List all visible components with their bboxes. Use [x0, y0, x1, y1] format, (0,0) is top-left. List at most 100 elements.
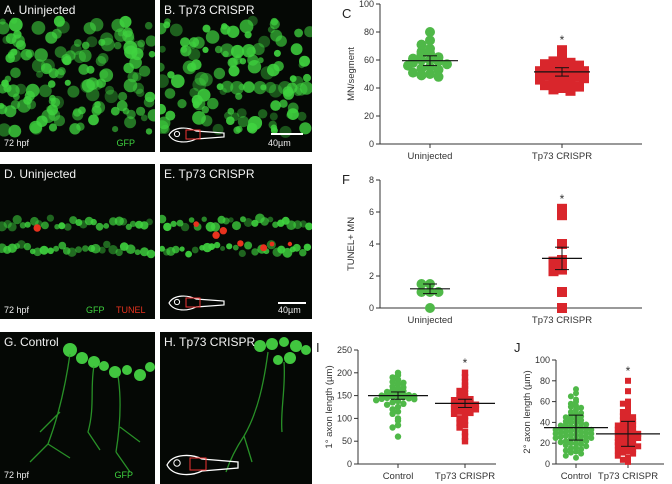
- gfp-cell: [67, 85, 80, 98]
- gfp-cell: [176, 219, 184, 227]
- gfp-cell: [187, 62, 196, 72]
- gfp-cell: [304, 26, 312, 38]
- gfp-cell: [72, 108, 82, 117]
- gfp-cell: [124, 116, 137, 129]
- gfp-cell: [91, 105, 102, 116]
- data-point: [416, 55, 427, 65]
- gfp-cell: [69, 216, 78, 225]
- data-point: [461, 393, 469, 400]
- data-point: [394, 381, 402, 388]
- y-tick-label: 200: [337, 368, 352, 378]
- x-tick-label: Uninjected: [408, 151, 453, 162]
- gfp-cell: [232, 221, 241, 231]
- gfp-cell: [240, 216, 246, 223]
- y-tick-label: 80: [364, 27, 374, 37]
- data-point: [416, 39, 427, 50]
- data-point: [562, 447, 569, 454]
- data-point: [562, 442, 569, 449]
- data-point: [425, 69, 435, 79]
- gfp-cell: [169, 23, 183, 37]
- gfp-cell: [139, 65, 151, 77]
- data-point: [394, 433, 402, 440]
- gfp-cell: [146, 218, 153, 226]
- data-point: [557, 239, 567, 249]
- gfp-cell: [188, 217, 195, 223]
- data-point: [548, 62, 559, 72]
- data-point: [383, 394, 391, 402]
- micrograph-e: E. Tp73 CRISPR 40µm: [160, 164, 312, 319]
- gfp-cell: [264, 81, 277, 94]
- gfp-cell: [268, 84, 283, 98]
- data-point: [630, 438, 637, 445]
- data-point: [450, 397, 458, 404]
- gfp-cell: [48, 68, 59, 79]
- data-point: [583, 434, 590, 440]
- gfp-cell: [239, 19, 254, 34]
- gfp-cell: [232, 244, 239, 251]
- data-point: [557, 429, 564, 436]
- y-tick-label: 100: [337, 413, 352, 423]
- data-point: [383, 401, 391, 408]
- micrograph-a: A. Uninjected 72 hpf GFP: [0, 0, 155, 152]
- zebrafish-larva-icon: [166, 454, 239, 476]
- data-point: [573, 390, 579, 397]
- micrograph-g: G. Control 72 hpf GFP: [0, 332, 155, 484]
- gfp-cell: [81, 41, 90, 50]
- data-point: [578, 446, 585, 453]
- data-point: [583, 443, 590, 450]
- gfp-cell: [129, 220, 137, 227]
- gfp-cell: [17, 99, 31, 113]
- panel-label: D. Uninjected: [4, 167, 77, 181]
- gfp-cell: [122, 107, 130, 115]
- gfp-cell-field: [160, 15, 312, 138]
- data-point: [573, 386, 579, 393]
- data-point: [567, 393, 574, 400]
- gfp-cell: [160, 62, 165, 72]
- gfp-cell: [94, 101, 101, 108]
- gfp-cell: [171, 74, 185, 88]
- gfp-cell: [207, 97, 219, 110]
- data-point: [625, 448, 631, 455]
- gfp-cell: [104, 89, 119, 104]
- data-point: [557, 45, 567, 56]
- significance-star: *: [463, 356, 468, 370]
- data-point: [565, 57, 576, 68]
- gfp-cell: [78, 64, 90, 75]
- y-tick-label: 8: [369, 175, 374, 185]
- data-point: [583, 421, 590, 428]
- data-point: [433, 64, 444, 75]
- gfp-cell: [167, 71, 175, 79]
- gfp-cell: [202, 46, 209, 54]
- gfp-cell: [289, 75, 297, 83]
- data-point: [573, 402, 579, 409]
- gfp-cell: [299, 249, 307, 257]
- data-point: [425, 27, 435, 37]
- data-point: [630, 421, 637, 428]
- data-point: [619, 409, 626, 415]
- gfp-cell: [246, 46, 257, 57]
- gfp-cell: [112, 126, 119, 133]
- gfp-cell: [69, 123, 81, 135]
- gfp-cell: [99, 68, 114, 82]
- gfp-cell: [235, 92, 243, 100]
- gfp-cell: [299, 81, 312, 95]
- data-point: [373, 397, 380, 404]
- x-tick-label: Control: [383, 471, 414, 482]
- data-point: [378, 395, 385, 402]
- data-point: [562, 432, 569, 439]
- gfp-cell: [125, 244, 136, 254]
- data-point: [567, 403, 574, 410]
- gfp-cell: [12, 215, 22, 225]
- data-point: [548, 77, 559, 88]
- gfp-cell: [82, 245, 89, 252]
- data-point: [456, 398, 463, 406]
- gfp-cell: [4, 75, 12, 83]
- gfp-cell: [160, 245, 165, 252]
- x-tick-label: Tp73 CRISPR: [598, 471, 658, 482]
- data-point: [562, 428, 569, 435]
- panel-label: B. Tp73 CRISPR: [164, 3, 255, 17]
- scale-label: 40µm: [278, 305, 301, 315]
- gfp-cell: [220, 24, 231, 35]
